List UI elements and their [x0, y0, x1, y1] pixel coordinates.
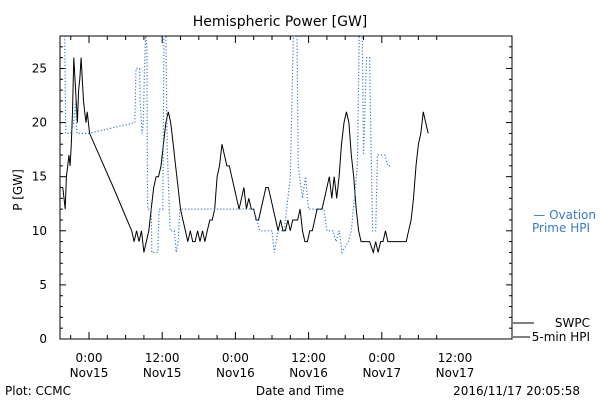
y-tick-label: 15: [32, 170, 47, 184]
series-swpc-line: [62, 57, 429, 255]
y-tick-label: 25: [32, 61, 47, 75]
x-tick-label-date: Nov17: [362, 366, 401, 380]
y-tick-label: 20: [32, 116, 47, 130]
x-tick-label-date: Nov16: [216, 366, 255, 380]
series-layer: [62, 35, 429, 255]
legend-swpc-label-2: 5-min HPI: [532, 330, 590, 344]
y-tick-label: 0: [39, 332, 47, 346]
x-tick-label-date: Nov16: [289, 366, 328, 380]
x-axis-label: Date and Time: [256, 384, 344, 398]
y-axis-label: P [GW]: [11, 169, 25, 211]
footer-timestamp: 2016/11/17 20:05:58: [453, 384, 580, 398]
x-tick-label-time: 12:00: [438, 351, 473, 365]
x-tick-label-time: 12:00: [291, 351, 326, 365]
y-tick-label: 5: [39, 278, 47, 292]
x-tick-label-date: Nov17: [436, 366, 475, 380]
x-tick-label-date: Nov15: [143, 366, 182, 380]
x-tick-label-time: 0:00: [368, 351, 395, 365]
legend-ovation-label-2: Prime HPI: [532, 221, 590, 235]
y-axis: 0 5 10 15 20 25: [32, 35, 512, 346]
x-axis: 0:00Nov1512:00Nov150:00Nov1612:00Nov160:…: [70, 36, 475, 380]
legend-swpc-label: SWPC: [555, 316, 590, 330]
x-tick-label-time: 0:00: [222, 351, 249, 365]
chart-title: Hemispheric Power [GW]: [193, 14, 368, 30]
y-tick-label: 10: [32, 224, 47, 238]
x-tick-label-time: 12:00: [145, 351, 180, 365]
x-tick-label-time: 0:00: [76, 351, 103, 365]
x-tick-label-date: Nov15: [70, 366, 109, 380]
legend-ovation-label: — Ovation: [533, 208, 596, 222]
footer-plot-source: Plot: CCMC: [5, 384, 71, 398]
plot-frame: [59, 35, 513, 340]
